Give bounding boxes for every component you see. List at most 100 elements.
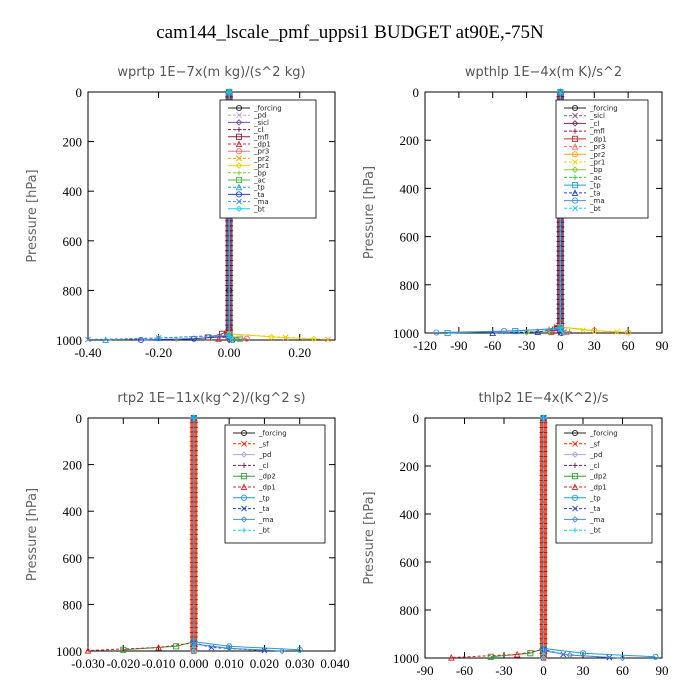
- y-tick-label: 0: [76, 411, 83, 426]
- legend-marker: [572, 128, 578, 134]
- y-tick-label: 400: [400, 181, 420, 196]
- x-tick-label: 90: [656, 338, 669, 353]
- data-point: [225, 333, 233, 340]
- y-tick-label: 800: [400, 603, 420, 618]
- y-tick-label: 1000: [393, 651, 419, 666]
- legend-entry: _cl: [589, 120, 599, 128]
- data-point: [296, 646, 303, 653]
- y-tick-label: 400: [63, 504, 83, 519]
- legend-entry: _dp1: [589, 484, 607, 492]
- x-tick-label: 60: [622, 338, 635, 353]
- data-point: [433, 329, 440, 336]
- legend-marker: [235, 148, 243, 155]
- y-axis-label: Pressure [hPa]: [362, 491, 377, 584]
- data-point: [155, 335, 162, 341]
- y-tick-label: 1000: [393, 326, 419, 341]
- x-tick-label: 0.000: [179, 656, 208, 671]
- y-tick-label: 0: [413, 85, 420, 100]
- data-point: [566, 329, 573, 335]
- legend-entry: _ac: [253, 177, 266, 185]
- legend-marker: [240, 483, 248, 491]
- series-line-dp2: [123, 418, 195, 651]
- data-point: [557, 325, 564, 333]
- data-point: [84, 646, 92, 654]
- legend-marker: [240, 429, 248, 437]
- legend-marker: [572, 505, 578, 512]
- legend-marker: [241, 440, 247, 447]
- legend: _forcing _sf _pd _cl _dp2 _dp1 _tp _ta _ma _bt: [555, 424, 653, 544]
- legend-entry: _ta: [589, 505, 601, 513]
- data-point: [268, 333, 275, 341]
- legend-marker: [571, 451, 579, 458]
- legend-entry: _pr2: [253, 155, 269, 163]
- data-point: [527, 650, 534, 657]
- y-tick-label: 600: [63, 234, 83, 249]
- data-point: [534, 328, 542, 335]
- legend-entry: _mfl: [589, 128, 605, 136]
- x-tick-label: 0.00: [218, 345, 241, 360]
- data-point: [225, 88, 233, 96]
- legend-entry: _cl: [253, 126, 263, 134]
- data-point: [236, 335, 243, 342]
- x-tick-label: -60: [456, 663, 473, 678]
- x-tick-label: -60: [484, 338, 501, 353]
- data-point: [310, 335, 318, 342]
- y-axis-label: Pressure [hPa]: [362, 166, 377, 259]
- data-point: [557, 89, 564, 95]
- legend-marker: [241, 527, 247, 533]
- legend-marker: [235, 162, 243, 169]
- panel-title: rtp2 1E−11x(kg^2)/(kg^2 s): [117, 391, 305, 406]
- legend-entry: _bt: [253, 205, 265, 213]
- x-tick-label: -0.020: [106, 656, 140, 671]
- legend-marker: [240, 451, 248, 458]
- data-point: [225, 644, 233, 652]
- data-point: [229, 336, 236, 344]
- legend-entry: _ma: [253, 198, 269, 206]
- legend-entry: _ta: [258, 505, 270, 513]
- plot-frame: [424, 91, 663, 334]
- legend-marker: [571, 182, 579, 189]
- data-point: [523, 329, 530, 336]
- legend-entry: _dp2: [589, 473, 607, 481]
- y-tick-label: 600: [400, 230, 420, 245]
- legend-entry: _tp: [253, 184, 265, 192]
- legend-marker: [572, 462, 578, 468]
- data-point: [613, 328, 620, 335]
- legend-marker: [241, 462, 247, 468]
- legend-marker: [235, 140, 243, 148]
- data-point: [191, 648, 197, 654]
- legend-marker: [235, 183, 243, 191]
- legend-entry: _dp1: [258, 484, 276, 492]
- legend-entry: _bt: [589, 527, 601, 535]
- data-point: [559, 330, 566, 336]
- legend-marker: [572, 440, 578, 447]
- y-tick-label: 800: [400, 278, 420, 293]
- y-tick-label: 1000: [56, 333, 82, 348]
- data-point: [619, 654, 626, 662]
- legend-marker: [571, 429, 579, 437]
- series-line-dp1: [87, 418, 195, 651]
- data-point: [566, 651, 574, 659]
- legend-entry: _tp: [258, 494, 270, 502]
- legend-entry: _ac: [589, 174, 602, 182]
- legend-marker: [572, 112, 578, 119]
- legend-entry: _cl: [589, 462, 599, 470]
- panel-title: wpthlp 1E−4x(m K)/s^2: [465, 65, 622, 80]
- data-point: [120, 646, 127, 653]
- legend-entry: _dp2: [258, 473, 276, 481]
- x-tick-label: -90: [450, 338, 467, 353]
- legend-marker: [572, 205, 578, 212]
- x-tick-label: 30: [588, 338, 601, 353]
- legend-entry: _pd: [253, 112, 266, 120]
- x-tick-label: 0.030: [285, 656, 314, 671]
- legend-marker: [235, 205, 243, 213]
- legend-entry: _dp1: [589, 135, 607, 143]
- panel-title: thlp2 1E−4x(K^2)/s: [479, 391, 609, 406]
- x-tick-label: 0.20: [288, 345, 311, 360]
- legend-entry: _sf: [589, 440, 600, 448]
- data-point: [489, 329, 497, 337]
- legend-marker: [236, 198, 242, 205]
- series-line-dp1: [451, 418, 544, 658]
- legend-marker: [571, 142, 579, 150]
- x-tick-label: -0.030: [71, 656, 105, 671]
